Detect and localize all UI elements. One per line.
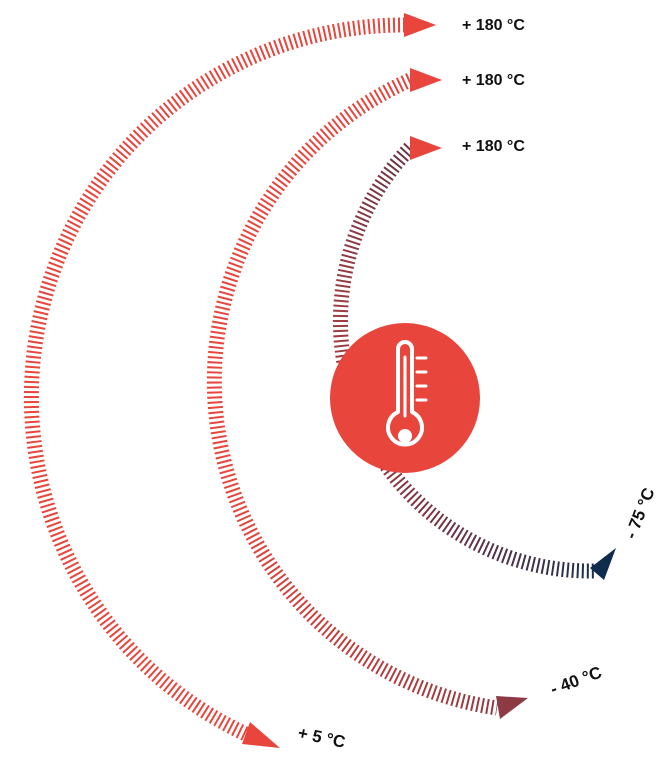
thermometer-outline	[386, 340, 424, 447]
label-middle-start: + 180 °C	[462, 72, 525, 89]
arc-middle-start-arrow	[410, 68, 442, 92]
label-outer-start: + 180 °C	[462, 17, 525, 34]
thermometer-bulb	[398, 429, 412, 443]
arc-middle-track	[206, 73, 499, 716]
arc-middle-end-arrow	[496, 696, 528, 719]
arc-outer-end-arrow	[242, 722, 280, 748]
arc-inner-end-arrow	[590, 548, 616, 580]
label-inner-start: + 180 °C	[462, 138, 525, 155]
arc-inner-start-arrow	[410, 136, 442, 160]
label-inner-end: - 75 °C	[621, 485, 658, 541]
label-outer-end: + 5 °C	[296, 723, 347, 752]
label-middle-end: - 40 °C	[548, 663, 604, 699]
thermometer-icon	[386, 340, 428, 447]
arc-outer-start-arrow	[404, 13, 436, 37]
thermometer-badge	[330, 323, 480, 473]
